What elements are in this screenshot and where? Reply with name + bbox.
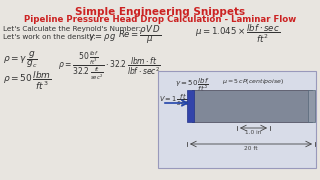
Text: $\rho = \dfrac{50\,\frac{lbf}{ft^3}}{32.2\,\frac{ft}{sec^2}} \cdot 32.2\,\dfrac{: $\rho = \dfrac{50\,\frac{lbf}{ft^3}}{32.…	[58, 49, 161, 82]
Text: $\mu = 5\,cP(centipoise)$: $\mu = 5\,cP(centipoise)$	[222, 77, 284, 86]
Text: $Re = \dfrac{\rho V\, D}{\mu}$: $Re = \dfrac{\rho V\, D}{\mu}$	[118, 23, 161, 46]
Text: $\rho = 50\,\dfrac{lbm}{ft^3}$: $\rho = 50\,\dfrac{lbm}{ft^3}$	[3, 70, 52, 92]
Text: Let's work on the density:: Let's work on the density:	[3, 34, 96, 40]
Bar	[158, 71, 316, 168]
Text: $\mu = 1.045 \times \dfrac{lbf\cdot sec}{ft^2}$: $\mu = 1.045 \times \dfrac{lbf\cdot sec}…	[195, 23, 280, 45]
Text: $V = 1\,\dfrac{ft}{sec}$: $V = 1\,\dfrac{ft}{sec}$	[159, 92, 190, 108]
Text: Simple Engineering Snippets: Simple Engineering Snippets	[75, 7, 245, 17]
Bar	[192, 90, 312, 122]
Bar	[308, 90, 315, 122]
Text: $\gamma = 50\,\dfrac{lbf}{ft^3}$: $\gamma = 50\,\dfrac{lbf}{ft^3}$	[175, 77, 210, 94]
Bar	[187, 90, 194, 122]
Text: 1.0 in: 1.0 in	[245, 130, 262, 135]
Text: $\gamma = \rho\, g$: $\gamma = \rho\, g$	[88, 32, 117, 43]
Text: 20 ft: 20 ft	[244, 146, 258, 151]
Text: Let's Calculate the Reynold's Number:: Let's Calculate the Reynold's Number:	[3, 26, 141, 32]
Text: $\rho = \gamma\,\dfrac{g}{g_c}$: $\rho = \gamma\,\dfrac{g}{g_c}$	[3, 49, 38, 70]
Text: Pipeline Pressure Head Drop Calculation - Laminar Flow: Pipeline Pressure Head Drop Calculation …	[24, 15, 296, 24]
